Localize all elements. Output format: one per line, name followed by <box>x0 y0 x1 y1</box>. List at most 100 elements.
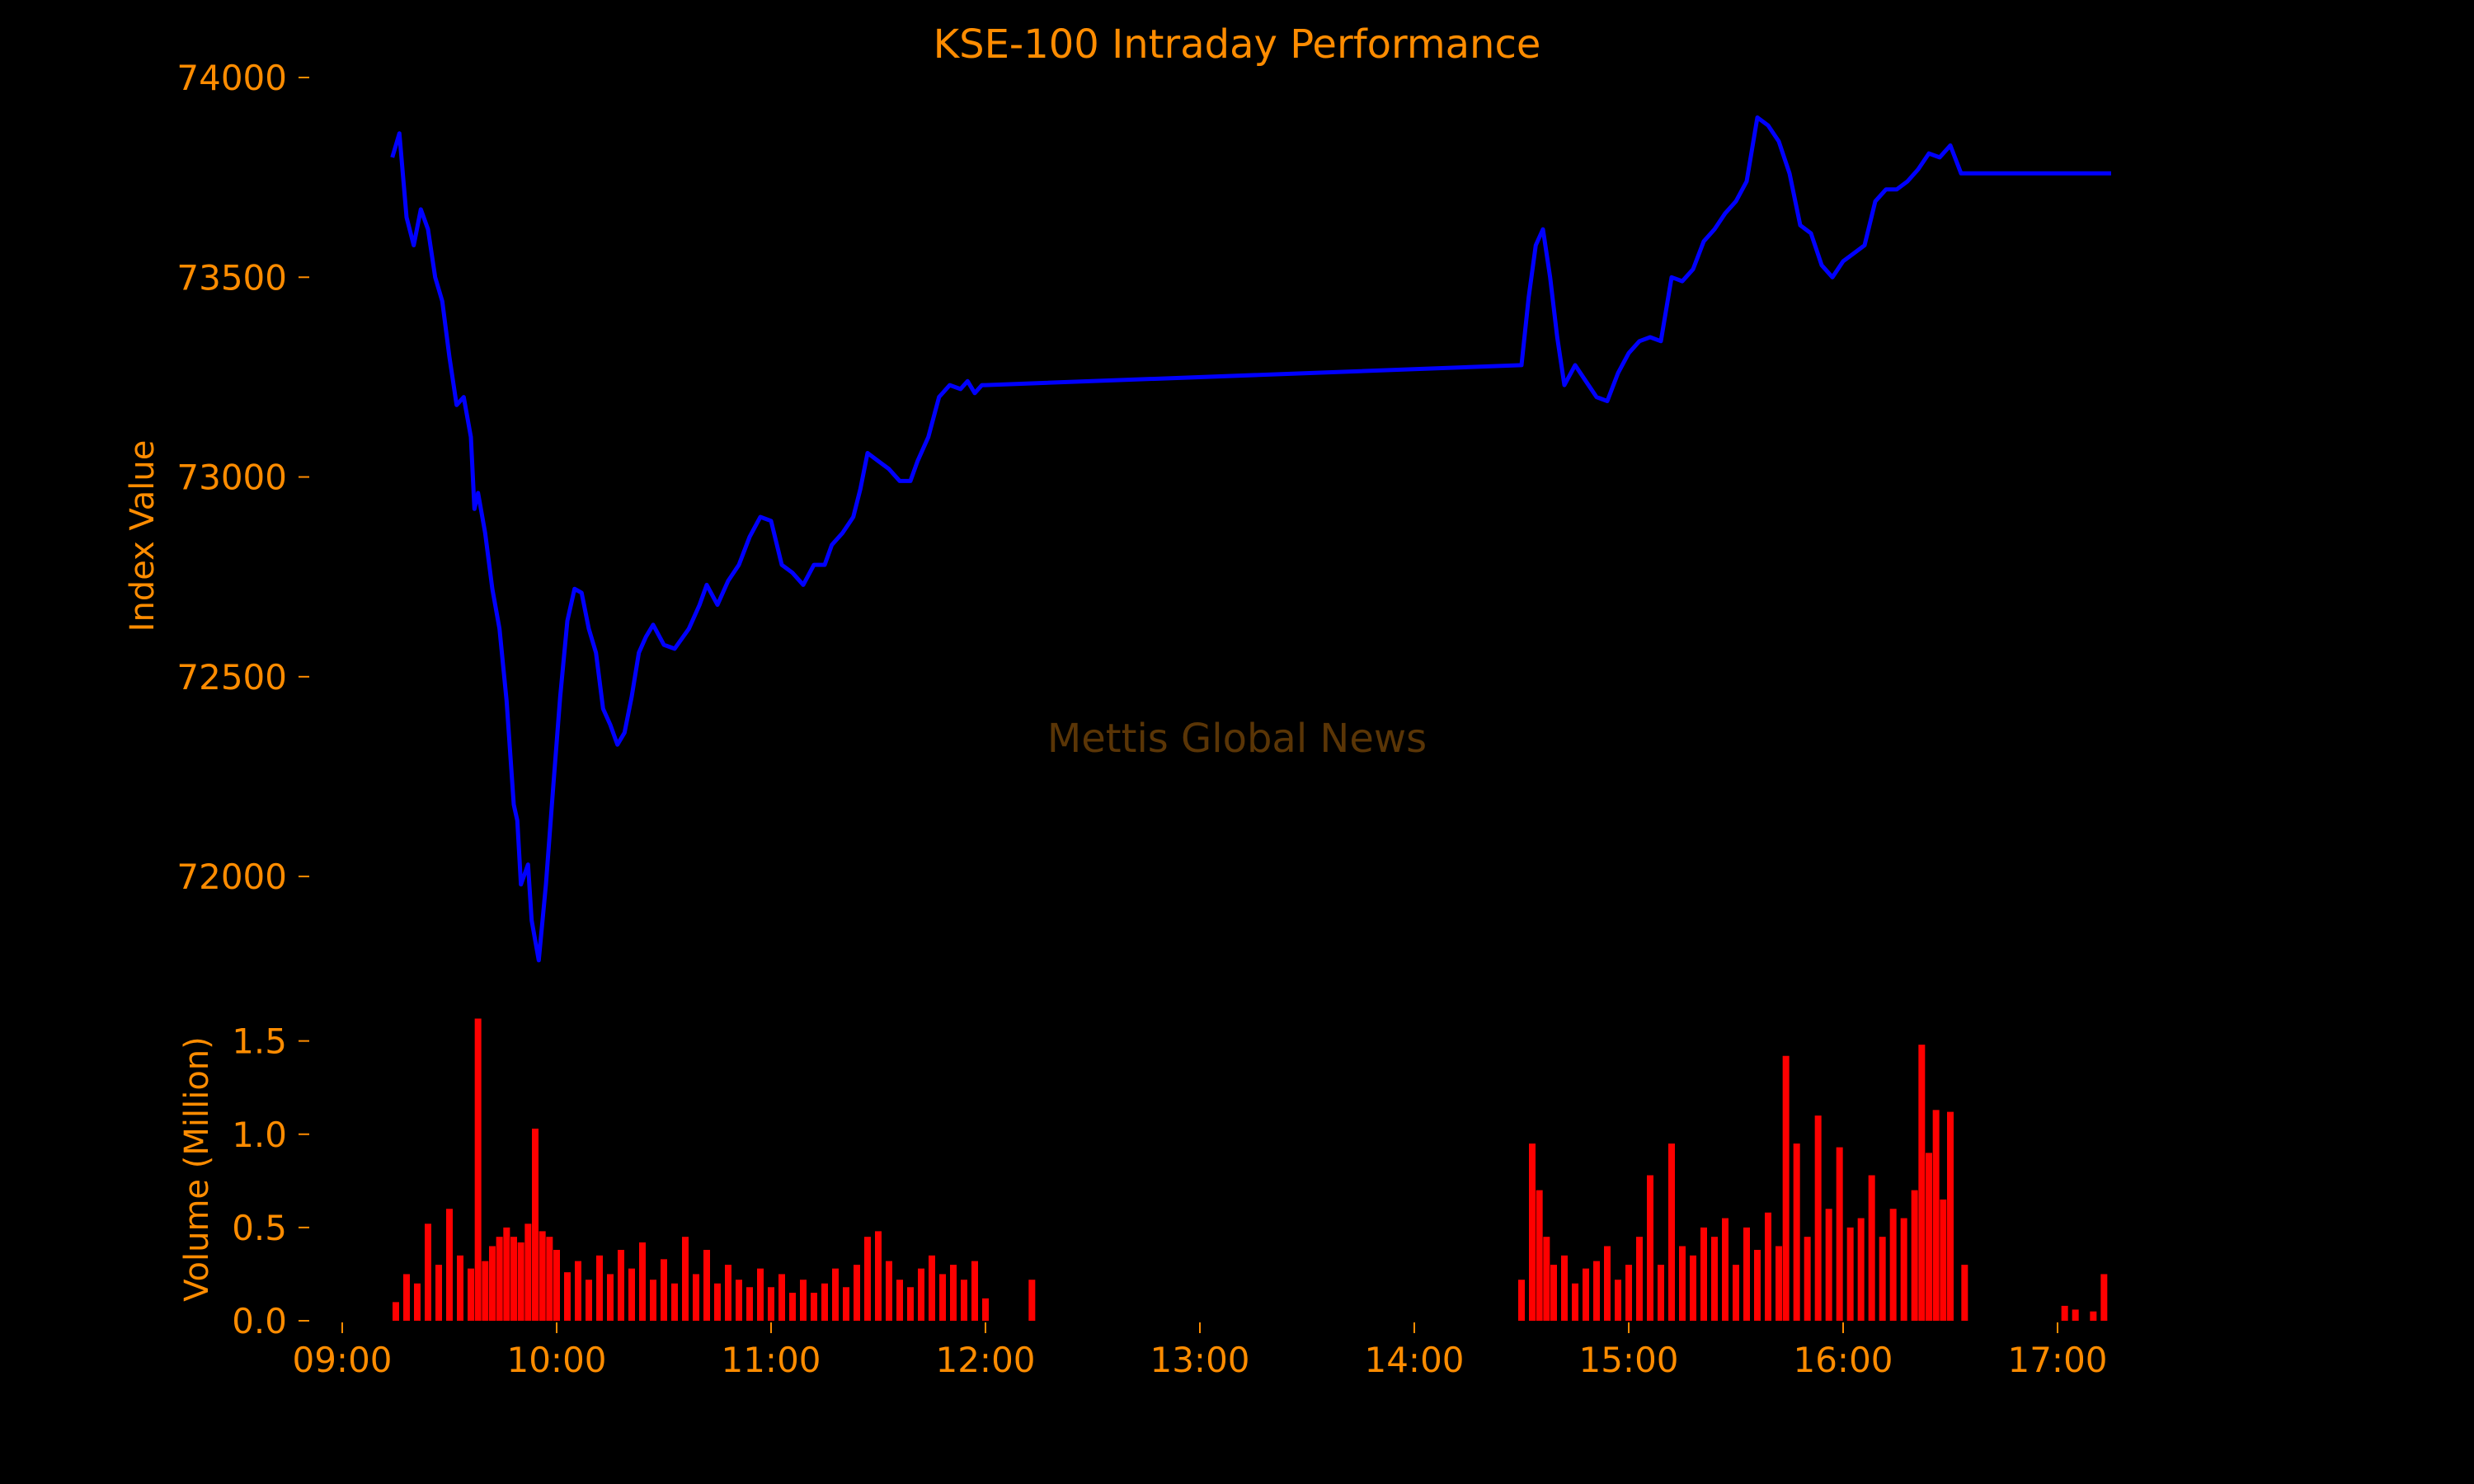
time-x-axis: 09:00 10:00 11:00 12:00 13:00 14:00 15:00 16:00… <box>292 1322 2108 1380</box>
volume-bar <box>1733 1265 1739 1321</box>
volume-bar <box>503 1227 510 1321</box>
volume-bar <box>800 1280 807 1321</box>
volume-bar <box>725 1265 731 1321</box>
volume-bar <box>1561 1255 1568 1321</box>
volume-bar <box>546 1237 553 1321</box>
volume-bar <box>1814 1115 1822 1321</box>
volume-bar <box>1940 1199 1947 1321</box>
volume-bar <box>564 1272 571 1321</box>
index-y-tick-label: 74000 <box>176 58 287 98</box>
volume-bar <box>811 1293 817 1321</box>
volume-bar <box>757 1268 764 1321</box>
volume-bar <box>607 1274 614 1321</box>
volume-bar <box>468 1268 474 1321</box>
volume-bar <box>1647 1175 1653 1321</box>
volume-bar <box>1804 1237 1811 1321</box>
x-tick-label: 09:00 <box>292 1340 392 1380</box>
volume-bar <box>1543 1237 1550 1321</box>
volume-bar <box>1625 1265 1632 1321</box>
volume-bar <box>1926 1153 1932 1321</box>
volume-y-axis: 0.0 0.5 1.0 1.5 <box>232 1021 309 1341</box>
volume-bar <box>982 1298 989 1321</box>
volume-bar <box>693 1274 699 1321</box>
volume-bar <box>539 1231 546 1321</box>
volume-bar <box>1572 1283 1578 1321</box>
volume-bar <box>425 1223 431 1321</box>
volume-bar <box>532 1128 539 1321</box>
volume-bar <box>1583 1268 1589 1321</box>
volume-bar <box>1918 1045 1926 1321</box>
volume-bar <box>2090 1311 2097 1321</box>
volume-bar <box>393 1302 399 1321</box>
x-tick-label: 15:00 <box>1578 1340 1678 1380</box>
index-y-tick-label: 72500 <box>176 657 287 697</box>
volume-bar <box>821 1283 828 1321</box>
volume-bar <box>1836 1147 1843 1321</box>
volume-bar <box>886 1261 892 1321</box>
volume-bar <box>778 1274 785 1321</box>
index-y-axis: 72000 72500 73000 73500 74000 <box>176 58 309 897</box>
volume-bar <box>2061 1305 2068 1321</box>
volume-bar <box>1947 1111 1954 1321</box>
volume-bar <box>524 1223 532 1321</box>
volume-bar <box>703 1250 710 1321</box>
volume-bar <box>1722 1218 1729 1321</box>
index-y-tick-label: 73500 <box>176 257 287 298</box>
volume-bar <box>768 1287 774 1321</box>
x-tick-label: 11:00 <box>721 1340 821 1380</box>
volume-bar <box>843 1287 849 1321</box>
volume-bar <box>1879 1237 1886 1321</box>
x-tick-label: 14:00 <box>1364 1340 1464 1380</box>
volume-bar <box>929 1255 935 1321</box>
volume-bar <box>1743 1227 1750 1321</box>
volume-bar <box>789 1293 796 1321</box>
volume-bar <box>1825 1209 1832 1321</box>
volume-bar <box>586 1280 592 1321</box>
index-y-tick-label: 72000 <box>176 857 287 897</box>
index-y-axis-label: Index Value <box>124 440 162 632</box>
volume-bar <box>746 1287 753 1321</box>
volume-bar <box>1754 1250 1761 1321</box>
volume-y-tick-label: 0.5 <box>232 1208 287 1248</box>
volume-bar <box>618 1250 624 1321</box>
volume-bar <box>596 1255 603 1321</box>
watermark-text: Mettis Global News <box>1047 716 1427 762</box>
volume-bar <box>489 1246 496 1321</box>
volume-y-tick-label: 0.0 <box>232 1301 287 1341</box>
x-tick-label: 13:00 <box>1150 1340 1249 1380</box>
volume-bar <box>650 1280 656 1321</box>
volume-y-tick-label: 1.5 <box>232 1021 287 1062</box>
volume-bar <box>575 1261 581 1321</box>
volume-bar <box>1776 1246 1782 1321</box>
x-tick-label: 16:00 <box>1793 1340 1893 1380</box>
volume-bar <box>832 1268 839 1321</box>
volume-bar <box>714 1283 721 1321</box>
volume-bar <box>1782 1055 1790 1321</box>
volume-bar <box>403 1274 410 1321</box>
volume-bar <box>950 1265 957 1321</box>
volume-bar <box>1961 1265 1968 1321</box>
volume-bar <box>553 1250 560 1321</box>
volume-bar <box>639 1242 646 1321</box>
volume-bar <box>918 1268 924 1321</box>
volume-bar <box>517 1242 524 1321</box>
volume-y-axis-label: Volume (Million) <box>178 1036 216 1301</box>
volume-bar <box>971 1261 978 1321</box>
volume-bar <box>1700 1227 1707 1321</box>
volume-bar <box>457 1255 463 1321</box>
volume-bar <box>1846 1227 1854 1321</box>
volume-bar <box>875 1231 882 1321</box>
volume-y-tick-label: 1.0 <box>232 1115 287 1155</box>
volume-bar <box>1932 1110 1940 1321</box>
volume-bar <box>1615 1280 1621 1321</box>
volume-bar <box>1593 1261 1600 1321</box>
volume-bar <box>661 1259 667 1321</box>
volume-bars <box>393 1018 2108 1321</box>
volume-bar <box>1679 1246 1686 1321</box>
volume-bar <box>1529 1144 1536 1321</box>
volume-bar <box>907 1287 914 1321</box>
index-series-line <box>390 115 2111 963</box>
volume-bar <box>628 1268 635 1321</box>
x-tick-label: 12:00 <box>935 1340 1035 1380</box>
